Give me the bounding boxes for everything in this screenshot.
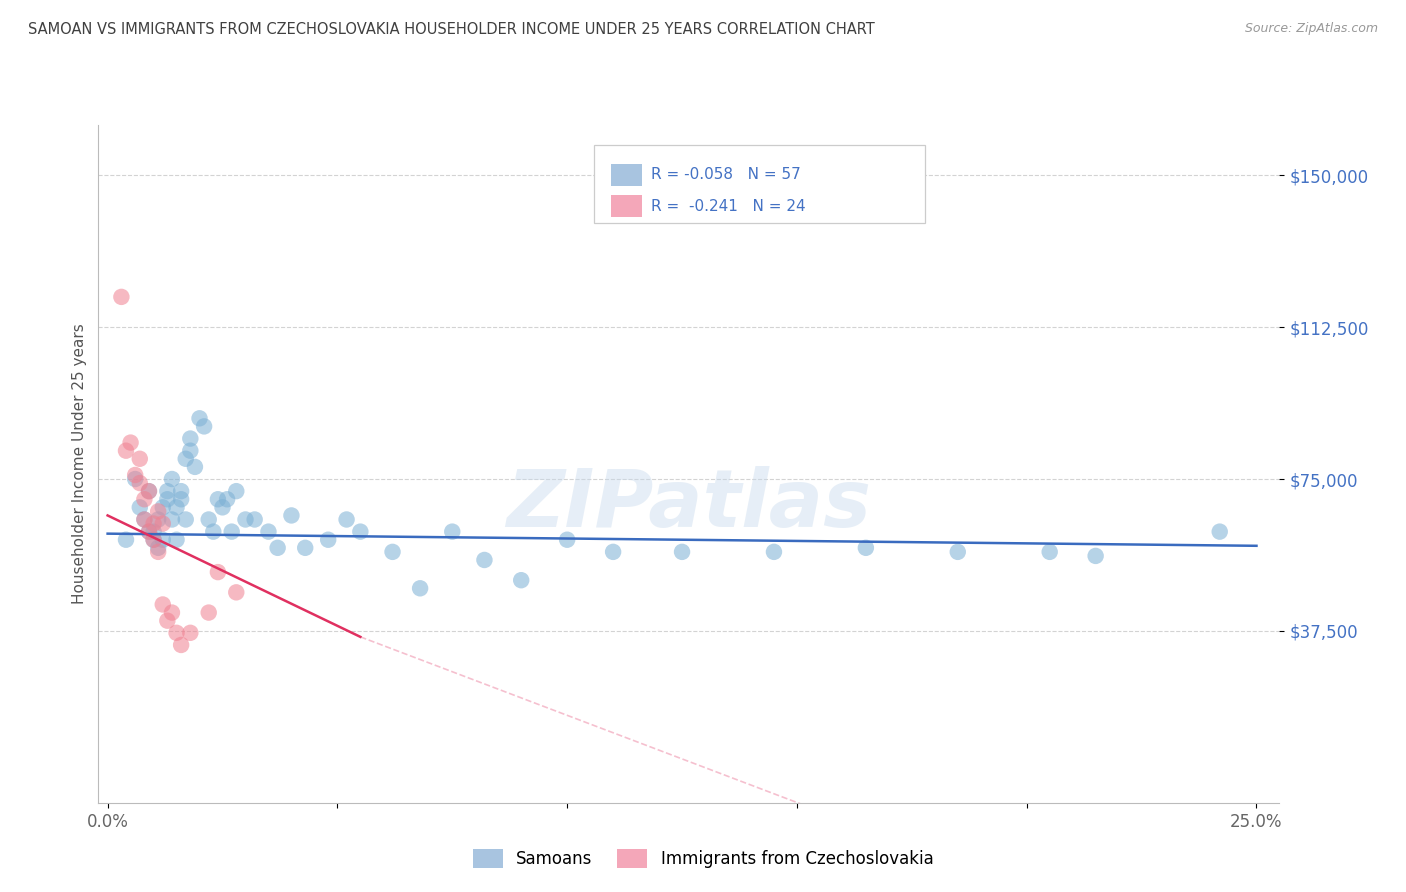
Point: [170, 638, 193, 652]
Point: [207, 492, 229, 507]
Point: [128, 500, 150, 515]
Point: [134, 512, 156, 526]
Point: [197, 606, 219, 620]
Point: [110, 290, 132, 304]
Point: [166, 500, 188, 515]
Point: [166, 625, 188, 640]
Point: [174, 512, 197, 526]
Point: [221, 524, 243, 539]
Point: [202, 524, 225, 539]
Point: [474, 553, 496, 567]
Point: [142, 524, 165, 539]
Legend: Samoans, Immigrants from Czechoslovakia: Samoans, Immigrants from Czechoslovakia: [465, 842, 941, 875]
Point: [138, 484, 160, 499]
Point: [225, 484, 247, 499]
Point: [146, 504, 169, 518]
Point: [128, 451, 150, 466]
Point: [762, 545, 785, 559]
Point: [217, 492, 239, 507]
Point: [946, 545, 969, 559]
Point: [1039, 545, 1062, 559]
Point: [138, 484, 160, 499]
Point: [179, 625, 201, 640]
Point: [120, 435, 142, 450]
Point: [152, 533, 174, 547]
Point: [441, 524, 464, 539]
Point: [160, 512, 183, 526]
Text: ZIPatlas: ZIPatlas: [506, 466, 872, 543]
Point: [166, 533, 188, 547]
Point: [510, 573, 533, 587]
Point: [207, 565, 229, 579]
Point: [138, 524, 160, 539]
Point: [335, 512, 357, 526]
Point: [128, 476, 150, 491]
Point: [160, 472, 183, 486]
Point: [146, 541, 169, 555]
Point: [1209, 524, 1232, 539]
Point: [115, 443, 138, 458]
Point: [156, 484, 179, 499]
Point: [349, 524, 371, 539]
Point: [146, 545, 169, 559]
Point: [381, 545, 404, 559]
Point: [156, 614, 179, 628]
Text: R = -0.058   N = 57: R = -0.058 N = 57: [651, 168, 800, 182]
Point: [152, 598, 174, 612]
Point: [184, 459, 207, 474]
Point: [1084, 549, 1107, 563]
Point: [855, 541, 877, 555]
Point: [555, 533, 578, 547]
Point: [179, 443, 201, 458]
Point: [409, 582, 432, 596]
Point: [602, 545, 624, 559]
Point: [174, 451, 197, 466]
Point: [124, 472, 146, 486]
Point: [257, 524, 280, 539]
Point: [142, 533, 165, 547]
Text: R =  -0.241   N = 24: R = -0.241 N = 24: [651, 199, 806, 213]
Point: [179, 432, 201, 446]
Point: [152, 516, 174, 531]
Point: [156, 492, 179, 507]
Point: [197, 512, 219, 526]
Point: [235, 512, 257, 526]
Point: [115, 533, 138, 547]
Point: [152, 500, 174, 515]
Point: [170, 484, 193, 499]
Point: [142, 533, 165, 547]
Y-axis label: Householder Income Under 25 years: Householder Income Under 25 years: [72, 324, 87, 604]
Point: [211, 500, 233, 515]
Point: [266, 541, 288, 555]
Point: [134, 492, 156, 507]
Point: [160, 606, 183, 620]
Point: [316, 533, 339, 547]
Point: [225, 585, 247, 599]
Point: [671, 545, 693, 559]
Point: [193, 419, 215, 434]
Point: [142, 516, 165, 531]
Point: [146, 512, 169, 526]
Point: [280, 508, 302, 523]
Point: [138, 524, 160, 539]
Point: [134, 512, 156, 526]
Text: SAMOAN VS IMMIGRANTS FROM CZECHOSLOVAKIA HOUSEHOLDER INCOME UNDER 25 YEARS CORRE: SAMOAN VS IMMIGRANTS FROM CZECHOSLOVAKIA…: [28, 22, 875, 37]
Point: [243, 512, 266, 526]
Point: [170, 492, 193, 507]
Point: [188, 411, 211, 425]
Point: [294, 541, 316, 555]
Text: Source: ZipAtlas.com: Source: ZipAtlas.com: [1244, 22, 1378, 36]
Point: [124, 467, 146, 482]
